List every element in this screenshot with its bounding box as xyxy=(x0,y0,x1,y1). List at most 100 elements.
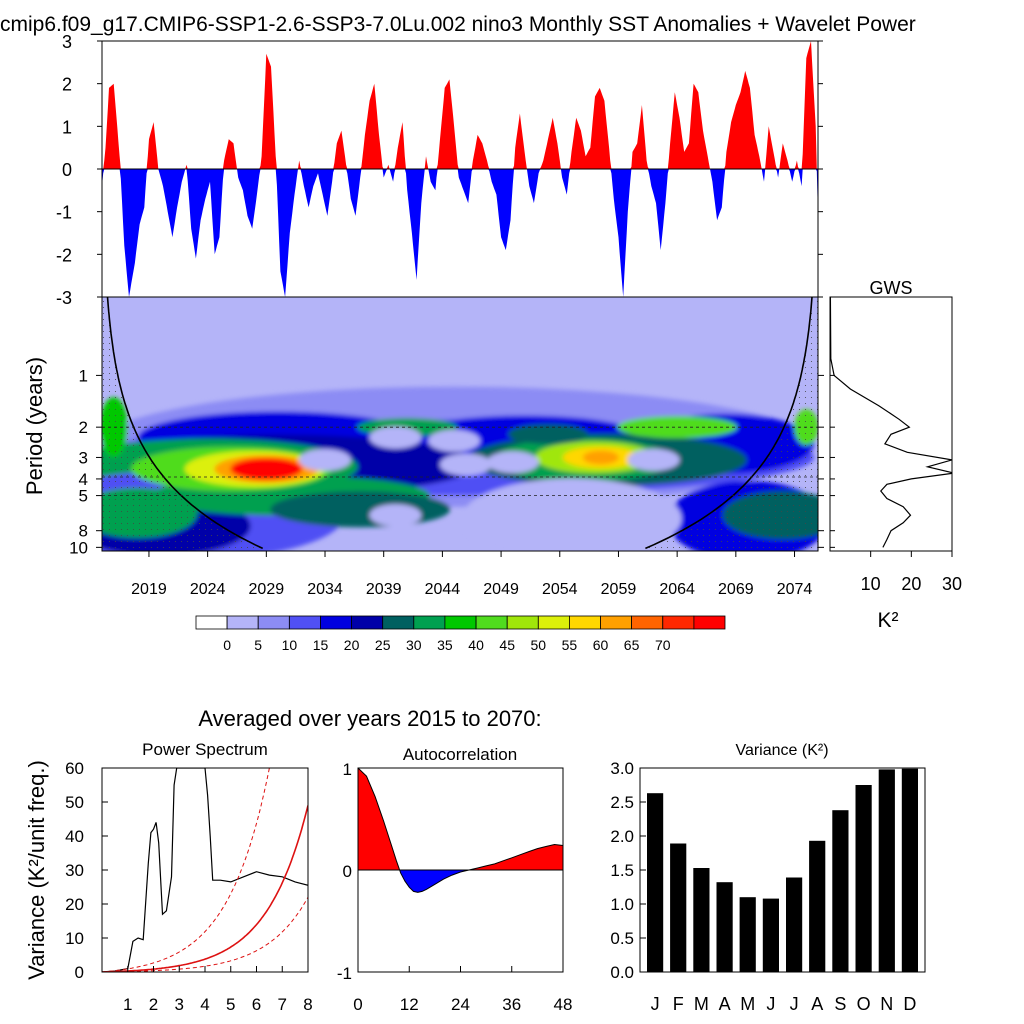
wavelet-contour xyxy=(299,448,352,471)
variance-bar xyxy=(762,898,779,972)
month-label: A xyxy=(811,994,823,1014)
var-y-tick-label: 0.5 xyxy=(610,929,634,948)
ps-x-tick-label: 2 xyxy=(149,995,158,1014)
var-y-tick-label: 3.0 xyxy=(610,759,634,778)
ps-x-tick-label: 6 xyxy=(252,995,261,1014)
month-label: D xyxy=(903,994,916,1014)
colorbar-label: 50 xyxy=(531,637,547,653)
coi-line-left xyxy=(106,297,264,550)
year-tick-label: 2039 xyxy=(366,581,402,598)
wavelet-contour xyxy=(617,416,738,439)
variance-bar xyxy=(670,843,687,972)
wavelet-contour xyxy=(486,451,539,474)
ac-y-tick-label: 1 xyxy=(343,760,352,779)
page-title: cmip6.f09_g17.CMIP6-SSP1-2.6-SSP3-7.0Lu.… xyxy=(0,13,916,36)
positive-anomaly-area xyxy=(102,41,818,169)
wavelet-panel: 1 2 3 45 810 2019 2024 2029 2034 2039 2044 2049 2054… xyxy=(22,296,824,598)
coi-line-right xyxy=(645,297,813,550)
wavelet-contour xyxy=(270,491,451,528)
positive-autocorrelation-area xyxy=(358,768,563,870)
colorbar-swatch xyxy=(506,615,539,630)
variance-bar xyxy=(855,785,872,972)
wavelet-contour xyxy=(627,448,680,471)
colorbar: 0 5 10 15 20 25 30 35 40 45 50 55 60 65 70 xyxy=(195,615,726,653)
ac-y-tick-label: -1 xyxy=(337,964,352,983)
year-tick-label: 2049 xyxy=(483,581,519,598)
wavelet-clip xyxy=(102,297,818,551)
period-tick-label: 1 xyxy=(79,366,88,385)
colorbar-label: 25 xyxy=(375,637,391,653)
colorbar-swatch xyxy=(444,615,477,630)
ps-y-tick-label: 20 xyxy=(65,895,84,914)
colorbar-swatch xyxy=(351,615,384,630)
variance-bar xyxy=(878,769,895,972)
month-label: A xyxy=(719,994,731,1014)
colorbar-swatch xyxy=(537,615,570,630)
y-tick-label: 2 xyxy=(62,75,72,95)
colorbar-label: 65 xyxy=(624,637,640,653)
gws-line xyxy=(830,297,952,548)
colorbar-label: 0 xyxy=(223,637,231,653)
colorbar-swatch xyxy=(693,615,726,630)
ac-x-tick-label: 36 xyxy=(502,995,521,1014)
gws-tick-label: 20 xyxy=(901,574,921,594)
wavelet-contour xyxy=(508,424,589,445)
colorbar-label: 5 xyxy=(254,637,262,653)
year-tick-label: 2019 xyxy=(131,581,167,598)
wavelet-contour xyxy=(439,453,492,476)
var-y-tick-label: 1.0 xyxy=(610,895,634,914)
period-tick-label: 8 xyxy=(79,522,88,541)
power-spectrum-ylabel: Variance (K²/unit freq.) xyxy=(24,760,49,980)
negative-anomaly-area xyxy=(102,169,818,297)
wavelet-contour xyxy=(230,457,303,480)
wavelet-contour xyxy=(369,426,422,449)
year-tick-label: 2064 xyxy=(659,581,695,598)
variance-panel: Variance (K²) J F M A M J J A S O N D0.00.51.01.52.… xyxy=(610,742,926,1014)
ps-y-tick-label: 60 xyxy=(65,759,84,778)
colorbar-swatch xyxy=(413,615,446,630)
gws-tick-label: 10 xyxy=(861,574,881,594)
var-y-tick-label: 2.0 xyxy=(610,827,634,846)
wavelet-ylabel: Period (years) xyxy=(22,357,47,495)
subtitle: Averaged over years 2015 to 2070: xyxy=(198,706,541,731)
colorbar-label: 35 xyxy=(437,637,453,653)
period-tick-label: 5 xyxy=(79,487,88,506)
colorbar-label: 30 xyxy=(406,637,422,653)
colorbar-swatch xyxy=(320,615,353,630)
colorbar-swatch xyxy=(475,615,508,630)
autocorrelation-title: Autocorrelation xyxy=(403,745,517,764)
confidence-bound-line xyxy=(102,896,308,972)
gws-frame xyxy=(829,296,953,552)
variance-bar xyxy=(832,810,849,972)
colorbar-label: 60 xyxy=(593,637,609,653)
colorbar-swatch xyxy=(631,615,664,630)
month-label: J xyxy=(790,994,799,1014)
anomaly-panel: -3 -2 -1 0 1 2 3 xyxy=(56,32,823,308)
confidence-bound-line xyxy=(102,768,270,972)
anomaly-clip xyxy=(102,41,818,297)
power-spectrum-panel: Power Spectrum Variance (K²/unit freq.) … xyxy=(24,740,313,1014)
period-tick-label: 2 xyxy=(79,418,88,437)
wavelet-contour xyxy=(582,450,619,465)
variance-bar xyxy=(901,768,918,972)
period-tick-label: 3 xyxy=(79,448,88,467)
var-y-tick-label: 2.5 xyxy=(610,793,634,812)
variance-bar xyxy=(716,882,733,972)
gws-clip xyxy=(830,297,952,548)
colorbar-swatch xyxy=(226,615,259,630)
ac-x-tick-label: 0 xyxy=(353,995,362,1014)
year-tick-label: 2069 xyxy=(718,581,754,598)
year-tick-label: 2029 xyxy=(249,581,285,598)
variance-bar xyxy=(693,868,710,972)
ps-x-tick-label: 1 xyxy=(123,995,132,1014)
wavelet-contour xyxy=(369,504,422,527)
year-tick-label: 2074 xyxy=(777,581,813,598)
colorbar-swatch xyxy=(195,615,228,630)
negative-autocorrelation-area xyxy=(358,870,563,893)
spectrum-line xyxy=(102,768,308,972)
ps-y-tick-label: 10 xyxy=(65,929,84,948)
wavelet-contour xyxy=(461,478,682,551)
gws-panel: GWS K² 10 20 30 xyxy=(829,278,962,632)
